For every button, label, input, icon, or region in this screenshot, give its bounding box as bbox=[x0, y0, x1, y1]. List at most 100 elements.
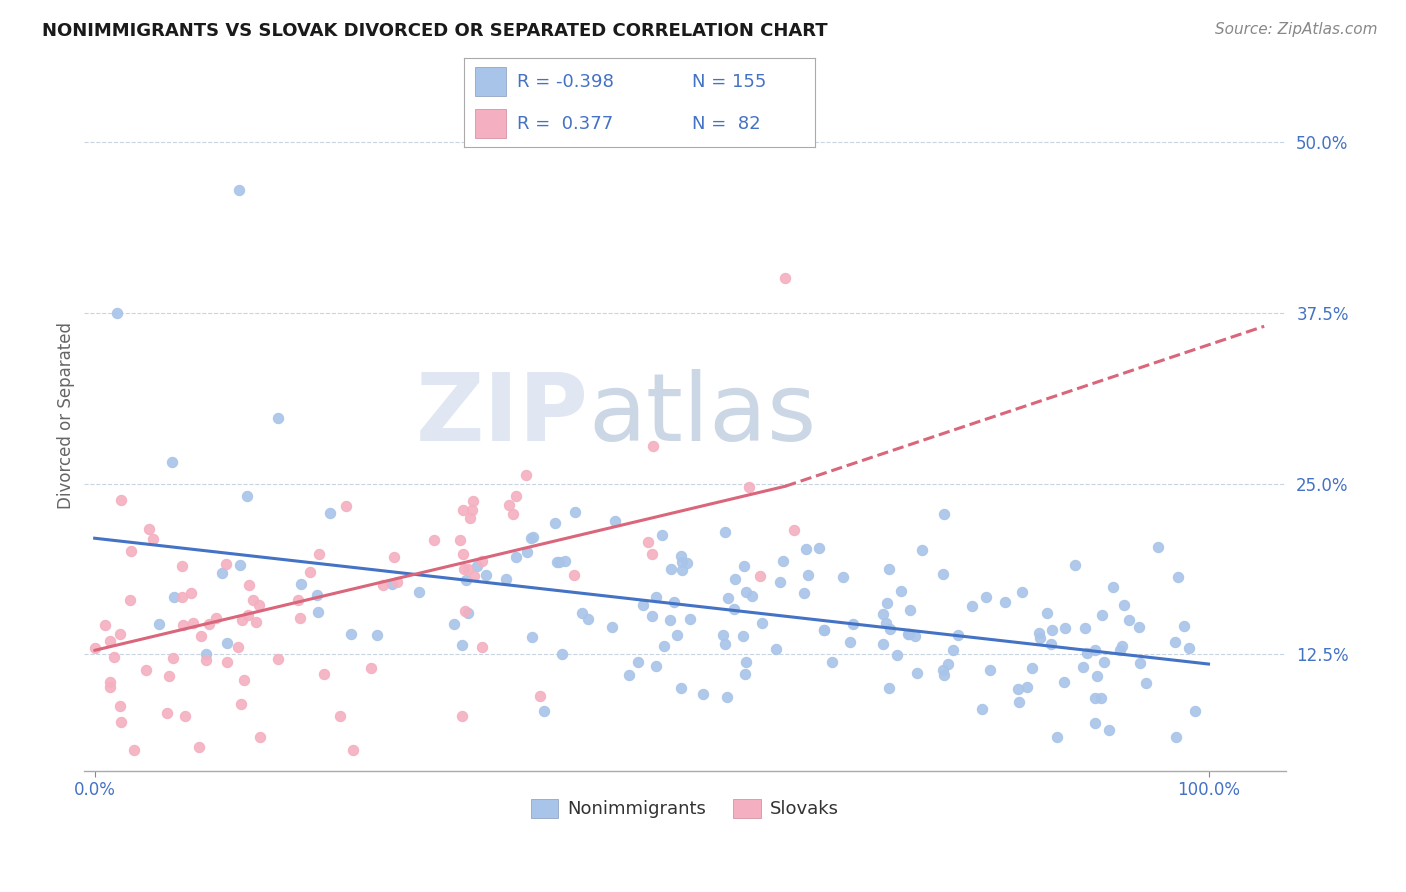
Point bbox=[502, 507, 524, 521]
Point bbox=[454, 573, 477, 587]
Point bbox=[1071, 660, 1094, 674]
Point bbox=[461, 494, 484, 508]
Point bbox=[1167, 570, 1189, 584]
Point bbox=[733, 558, 755, 573]
Point bbox=[832, 570, 855, 584]
Point bbox=[617, 667, 640, 681]
Point bbox=[366, 628, 388, 642]
Point bbox=[738, 480, 761, 494]
Point bbox=[1074, 622, 1097, 636]
Point bbox=[195, 648, 218, 662]
Point bbox=[307, 605, 329, 619]
Point bbox=[1135, 675, 1157, 690]
Point bbox=[875, 616, 897, 631]
Point bbox=[408, 584, 430, 599]
Point bbox=[734, 584, 756, 599]
Text: atlas: atlas bbox=[589, 369, 817, 461]
Point bbox=[897, 627, 920, 641]
Point bbox=[266, 410, 288, 425]
Point bbox=[960, 599, 983, 614]
Point bbox=[879, 681, 901, 696]
Point bbox=[453, 604, 475, 618]
Point bbox=[529, 689, 551, 703]
Point bbox=[142, 532, 165, 546]
Point bbox=[793, 586, 815, 600]
Point bbox=[235, 490, 257, 504]
Point bbox=[461, 503, 484, 517]
Point bbox=[1076, 646, 1098, 660]
Point bbox=[451, 502, 474, 516]
Point bbox=[381, 577, 404, 591]
Point bbox=[1092, 656, 1115, 670]
Point bbox=[93, 618, 115, 632]
Point bbox=[877, 562, 900, 576]
Point bbox=[157, 669, 180, 683]
Point bbox=[1090, 608, 1112, 623]
Point bbox=[495, 573, 517, 587]
Point bbox=[110, 492, 132, 507]
Point bbox=[162, 651, 184, 665]
Point bbox=[505, 549, 527, 564]
Point bbox=[974, 590, 997, 604]
Point bbox=[516, 545, 538, 559]
Point bbox=[217, 636, 239, 650]
Point bbox=[520, 630, 543, 644]
Point bbox=[307, 588, 329, 602]
Point bbox=[451, 709, 474, 723]
Point bbox=[463, 569, 485, 583]
Text: N = 155: N = 155 bbox=[693, 72, 766, 91]
Point bbox=[821, 655, 844, 669]
Legend: Nonimmigrants, Slovaks: Nonimmigrants, Slovaks bbox=[524, 792, 846, 826]
Point bbox=[120, 592, 142, 607]
Point bbox=[205, 610, 228, 624]
Point bbox=[108, 698, 131, 713]
Point bbox=[564, 505, 586, 519]
Y-axis label: Divorced or Separated: Divorced or Separated bbox=[58, 322, 75, 508]
Point bbox=[692, 686, 714, 700]
Point bbox=[671, 681, 693, 695]
Point bbox=[931, 566, 953, 581]
Point bbox=[733, 630, 755, 644]
Point bbox=[498, 499, 520, 513]
Point bbox=[236, 607, 259, 622]
Point bbox=[181, 615, 204, 630]
Point bbox=[290, 611, 312, 625]
Point bbox=[748, 569, 770, 583]
Point bbox=[174, 709, 197, 723]
Point bbox=[1028, 625, 1050, 640]
Point bbox=[211, 566, 233, 581]
Point bbox=[631, 598, 654, 612]
Point bbox=[1064, 558, 1087, 573]
Point bbox=[242, 593, 264, 607]
Point bbox=[554, 554, 576, 568]
Point bbox=[1053, 675, 1076, 690]
Point bbox=[373, 578, 395, 592]
Point bbox=[98, 633, 121, 648]
Point bbox=[783, 523, 806, 537]
Point bbox=[797, 568, 820, 582]
Point bbox=[724, 572, 747, 586]
Point bbox=[1098, 723, 1121, 738]
Point bbox=[522, 530, 544, 544]
Point bbox=[215, 557, 238, 571]
Point bbox=[872, 637, 894, 651]
Point bbox=[600, 620, 623, 634]
Point bbox=[644, 590, 666, 604]
Point bbox=[1084, 691, 1107, 706]
Point bbox=[519, 531, 541, 545]
Point bbox=[872, 607, 894, 621]
Point bbox=[714, 524, 737, 539]
Point bbox=[172, 618, 194, 632]
Point bbox=[562, 568, 585, 582]
Point bbox=[533, 704, 555, 718]
Point bbox=[769, 575, 792, 590]
Point bbox=[879, 622, 901, 636]
Point bbox=[716, 690, 738, 704]
Point bbox=[548, 555, 571, 569]
Point bbox=[765, 642, 787, 657]
Text: ZIP: ZIP bbox=[416, 369, 589, 461]
Point bbox=[1163, 634, 1185, 648]
Point bbox=[1164, 730, 1187, 744]
Point bbox=[571, 606, 593, 620]
Point bbox=[1111, 639, 1133, 653]
